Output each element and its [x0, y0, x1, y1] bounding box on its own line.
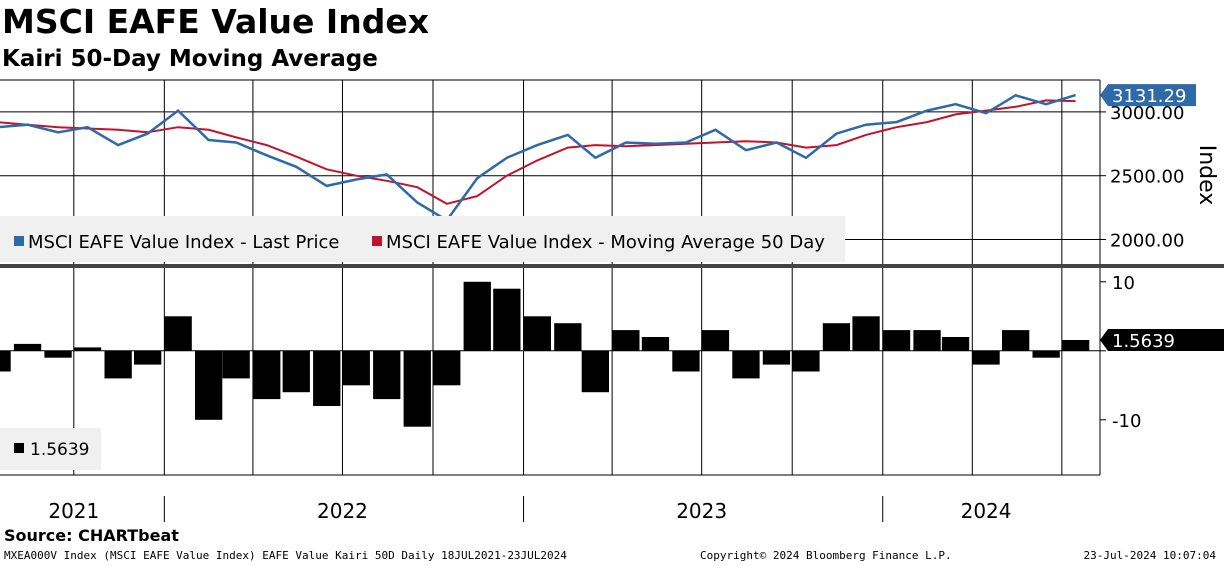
- last-value-tag-bottom: [1100, 329, 1224, 352]
- last-value-label-bottom: 1.5639: [1112, 331, 1175, 352]
- ytick-label-top-0: 2000.00: [1110, 230, 1184, 251]
- kairi-bar-6: [164, 316, 192, 351]
- kairi-bar-3: [73, 347, 102, 351]
- kairi-bar-31: [913, 330, 941, 351]
- last-value-label-top: 3131.29: [1112, 86, 1186, 107]
- panel-divider: [0, 264, 1224, 268]
- timestamp: 23-Jul-2024 10:07:04: [1083, 549, 1216, 562]
- kairi-bar-20: [581, 350, 609, 393]
- x-year-label-1: 2022: [317, 499, 368, 523]
- kairi-bar-5: [134, 350, 162, 365]
- kairi-bar-28: [822, 323, 851, 351]
- kairi-bar-11: [313, 350, 341, 406]
- y-axis-label: Index: [1194, 145, 1219, 206]
- ticker-info: MXEA000V Index (MSCI EAFE Value Index) E…: [4, 549, 567, 562]
- kairi-bar-13: [373, 350, 401, 400]
- kairi-bar-26: [762, 350, 791, 365]
- x-year-label-3: 2024: [961, 499, 1012, 523]
- kairi-bar-15: [433, 350, 461, 386]
- kairi-bar-2: [44, 350, 72, 358]
- x-year-label-2: 2023: [676, 499, 727, 523]
- kairi-bar-0: [0, 350, 11, 372]
- legend-swatch-ma: [372, 236, 382, 246]
- source-label: Source: CHARTbeat: [4, 526, 179, 545]
- kairi-bar-4: [104, 350, 132, 379]
- legend-label-ma: MSCI EAFE Value Index - Moving Average 5…: [386, 232, 825, 253]
- kairi-bar-14: [403, 350, 431, 427]
- ytick-label-top-1: 2500.00: [1110, 167, 1184, 188]
- kairi-bar-17: [493, 288, 521, 351]
- legend-swatch-price: [14, 236, 24, 246]
- kairi-bar-24: [701, 330, 730, 351]
- legend-top-box: [0, 216, 845, 262]
- legend-label-price: MSCI EAFE Value Index - Last Price: [28, 232, 339, 253]
- series-moving-average-line: [0, 99, 1076, 205]
- kairi-bar-10: [282, 350, 310, 393]
- kairi-bar-1: [13, 343, 42, 351]
- kairi-bar-25: [732, 350, 760, 379]
- kairi-bar-36: [1062, 340, 1090, 351]
- copyright: Copyright© 2024 Bloomberg Finance L.P.: [700, 549, 952, 562]
- kairi-bar-34: [1002, 330, 1030, 351]
- kairi-bar-8: [222, 350, 250, 379]
- kairi-bar-9: [253, 350, 281, 400]
- kairi-bar-7: [195, 350, 223, 420]
- kairi-bar-27: [792, 350, 820, 372]
- legend-swatch-kairi: [14, 443, 24, 453]
- series-last-price-line: [0, 93, 1076, 222]
- kairi-bar-12: [342, 350, 370, 386]
- legend-label-kairi: 1.5639: [30, 440, 89, 460]
- kairi-bar-29: [852, 316, 880, 351]
- chart-subtitle: Kairi 50-Day Moving Average: [2, 46, 378, 72]
- ytick-label-bottom-2: 10: [1112, 273, 1135, 294]
- kairi-bar-30: [882, 330, 911, 351]
- ytick-label-top-2: 3000.00: [1110, 103, 1184, 124]
- kairi-bar-32: [941, 337, 970, 351]
- x-year-label-0: 2021: [48, 499, 99, 523]
- kairi-bar-18: [523, 316, 551, 351]
- kairi-bar-21: [612, 330, 640, 351]
- ytick-label-bottom-0: -10: [1112, 411, 1141, 432]
- last-value-tag-top: [1100, 84, 1196, 107]
- kairi-bar-33: [972, 350, 1000, 365]
- kairi-bar-19: [554, 323, 582, 351]
- chart-area: 2000.00 2500.00 3000.00 Index 3131.29 MSCI EA…: [0, 79, 1224, 523]
- chart-title: MSCI EAFE Value Index: [2, 2, 429, 41]
- kairi-bar-16: [463, 281, 491, 351]
- kairi-bar-35: [1032, 350, 1060, 358]
- kairi-bar-22: [641, 337, 670, 351]
- kairi-bar-23: [672, 350, 700, 372]
